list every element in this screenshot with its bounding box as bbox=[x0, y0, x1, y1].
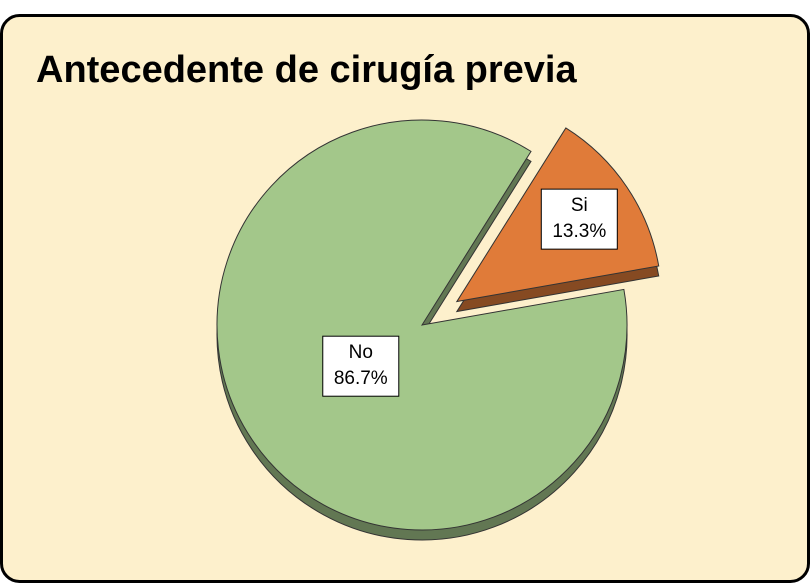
slice bbox=[216, 119, 628, 531]
label-value: 86.7% bbox=[334, 368, 388, 389]
data-label: Si 13.3% bbox=[540, 188, 618, 250]
data-label: No 86.7% bbox=[322, 335, 400, 397]
label-category: No bbox=[349, 342, 373, 363]
label-box bbox=[322, 335, 400, 397]
label-value: 13.3% bbox=[552, 221, 606, 242]
label-box bbox=[540, 188, 618, 250]
label-category: Si bbox=[571, 195, 588, 216]
chart-title: Antecedente de cirugía previa bbox=[36, 49, 577, 91]
